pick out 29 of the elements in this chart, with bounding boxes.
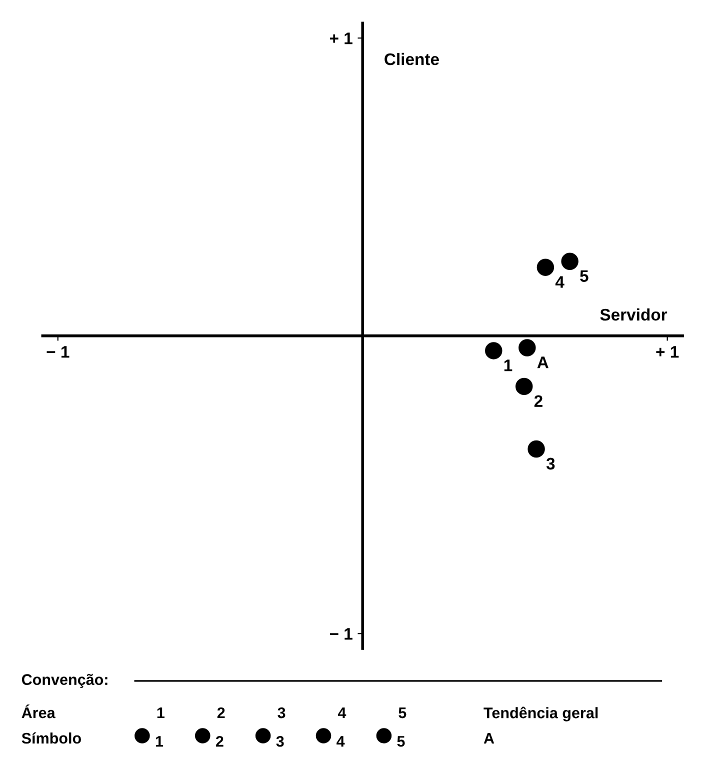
text: 4 bbox=[555, 276, 564, 288]
text: 3 bbox=[278, 707, 286, 718]
point bbox=[515, 378, 533, 396]
text: 1 bbox=[504, 360, 512, 372]
legend-label: 1 bbox=[156, 736, 164, 747]
y-axis-title: Cliente bbox=[384, 52, 439, 66]
text: A bbox=[484, 733, 494, 744]
text: 5 bbox=[398, 708, 406, 718]
point bbox=[518, 339, 536, 356]
legend-label: 3 bbox=[276, 736, 284, 747]
text: Tendência geral bbox=[484, 706, 598, 722]
x-axis-title: Servidor bbox=[600, 308, 668, 321]
text: 1 bbox=[157, 708, 164, 718]
text: Símbolo bbox=[22, 732, 81, 744]
legend-label: 4 bbox=[336, 736, 345, 747]
point bbox=[528, 440, 545, 458]
series-label: A bbox=[537, 356, 548, 368]
text: Área bbox=[22, 704, 56, 718]
text: 2 bbox=[217, 707, 225, 718]
text: 3 bbox=[546, 458, 555, 470]
legend-label: 5 bbox=[397, 736, 405, 747]
text: 2 bbox=[534, 395, 542, 407]
text: Convenção: bbox=[22, 674, 108, 688]
text: 5 bbox=[580, 270, 588, 282]
text: 4 bbox=[338, 708, 346, 718]
point bbox=[561, 252, 578, 270]
point bbox=[485, 342, 502, 360]
legend-label: 2 bbox=[216, 736, 224, 747]
point bbox=[536, 258, 554, 276]
